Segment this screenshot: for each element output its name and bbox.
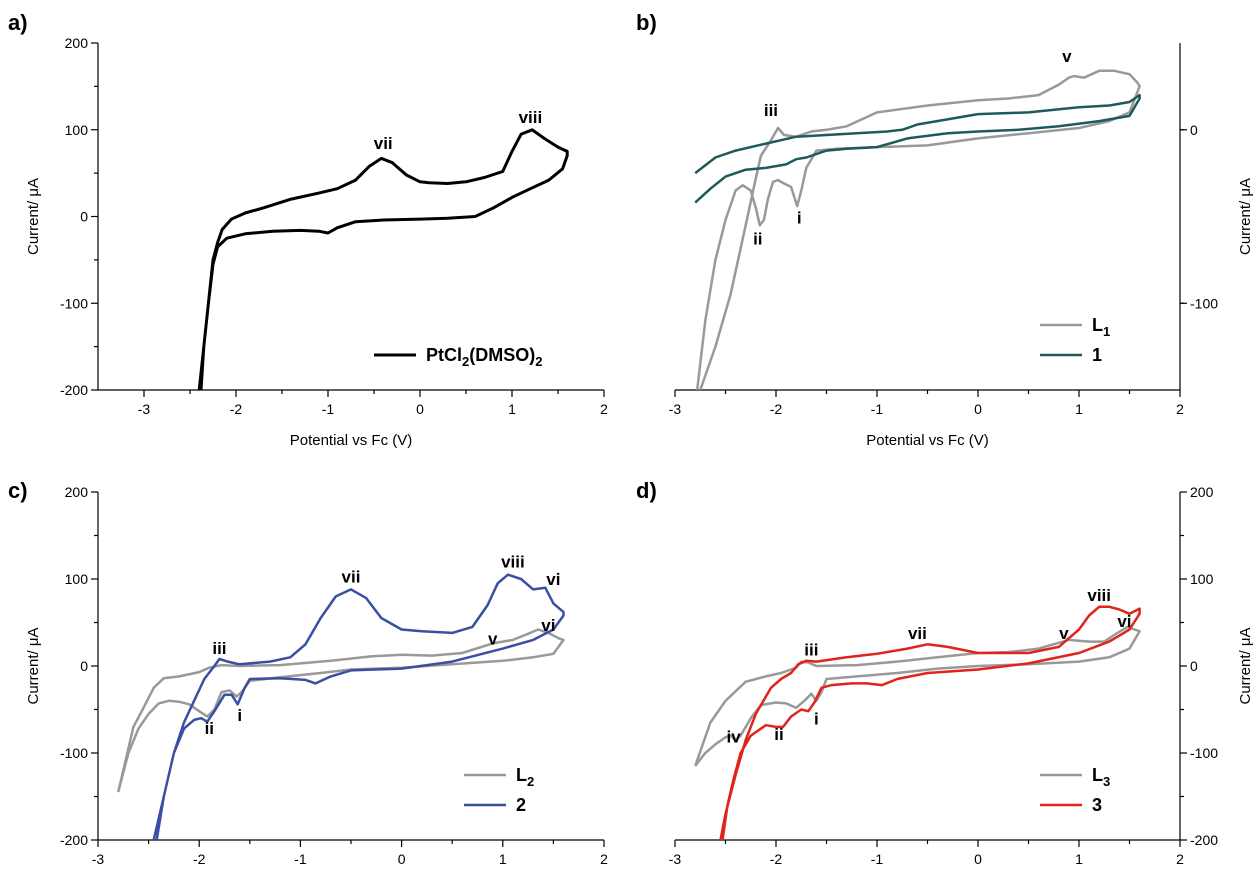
x-tick-label: 0	[974, 851, 982, 867]
y-tick-label: 0	[1190, 122, 1198, 138]
y-tick-label: -100	[60, 295, 88, 311]
peak-label-vi: vi	[546, 570, 560, 589]
legend-label: 3	[1092, 795, 1102, 815]
x-tick-label: 0	[416, 401, 424, 417]
peak-label-i: i	[814, 709, 819, 728]
panel-label: c)	[8, 478, 28, 503]
legend-label: L2	[516, 765, 534, 789]
peak-label-iii: iii	[804, 641, 818, 660]
legend-label: L1	[1092, 315, 1110, 339]
chart-panel-1: a) -3 -2 -1 0 1 2 -200 -100 0 100 200 Potential vs F…	[8, 10, 608, 449]
series-line-1	[694, 93, 1141, 204]
x-tick-label: -2	[230, 401, 243, 417]
legend-label: 1	[1092, 345, 1102, 365]
panel-label: d)	[636, 478, 657, 503]
x-tick-label: 1	[499, 851, 507, 867]
x-tick-label: 0	[974, 401, 982, 417]
panel-label: a)	[8, 10, 28, 35]
x-tick-label: -2	[770, 401, 783, 417]
series-line-l3	[694, 625, 1141, 767]
peak-label-vii: vii	[908, 624, 927, 643]
peak-label-vii: vii	[374, 134, 393, 153]
x-axis-title: Potential vs Fc (V)	[290, 432, 413, 449]
y-tick-label: 200	[65, 484, 89, 500]
y-axis-title: Current/ μA	[1237, 178, 1254, 255]
peak-label-viii: viii	[519, 108, 543, 127]
y-tick-label: -200	[60, 832, 88, 848]
peak-label-iii: iii	[764, 101, 778, 120]
peak-label-v: v	[1059, 624, 1069, 643]
x-tick-label: -1	[294, 851, 307, 867]
series-line-l2	[116, 628, 565, 793]
panel-label: b)	[636, 10, 657, 35]
y-axis-title: Current/ μA	[25, 628, 42, 705]
peak-label-ii: ii	[205, 719, 214, 738]
x-tick-label: 1	[508, 401, 516, 417]
y-tick-label: 100	[65, 122, 89, 138]
y-axis-title: Current/ μA	[1237, 628, 1254, 705]
legend-label: 2	[516, 795, 526, 815]
peak-label-ii: ii	[753, 229, 762, 248]
x-tick-label: -1	[322, 401, 335, 417]
y-tick-label: 200	[65, 35, 89, 51]
x-tick-label: -3	[92, 851, 105, 867]
series-line-2	[152, 573, 565, 840]
y-tick-label: 100	[1190, 571, 1214, 587]
y-tick-label: 0	[80, 209, 88, 225]
x-tick-label: -1	[871, 851, 884, 867]
x-tick-label: 1	[1075, 401, 1083, 417]
y-tick-label: -100	[1190, 295, 1218, 311]
chart-panel-2: b) -3 -2 -1 0 1 2 -100 0 Potential vs Fc (V) Curre…	[636, 10, 1254, 449]
x-tick-label: 2	[600, 851, 608, 867]
x-tick-label: 2	[1176, 851, 1184, 867]
x-tick-label: -2	[193, 851, 206, 867]
y-tick-label: -100	[1190, 745, 1218, 761]
y-tick-label: 0	[80, 658, 88, 674]
peak-label-v: v	[488, 629, 498, 648]
peak-label-vi: vi	[541, 616, 555, 635]
series-line-3	[719, 605, 1141, 840]
y-tick-label: -200	[1190, 832, 1218, 848]
y-tick-label: -200	[60, 382, 88, 398]
legend-label: PtCl2(DMSO)2	[426, 345, 542, 369]
peak-label-vi: vi	[1117, 612, 1131, 631]
peak-label-iv: iv	[726, 728, 741, 747]
peak-label-v: v	[1062, 47, 1072, 66]
x-tick-label: 2	[600, 401, 608, 417]
x-tick-label: -1	[871, 401, 884, 417]
y-axis-title: Current/ μA	[25, 178, 42, 255]
series-line-ptcl2-dmso-2	[197, 128, 569, 390]
peak-label-i: i	[797, 208, 802, 227]
y-tick-label: 0	[1190, 658, 1198, 674]
peak-label-i: i	[237, 706, 242, 725]
peak-label-iii: iii	[212, 639, 226, 658]
y-tick-label: 200	[1190, 484, 1214, 500]
peak-label-vii: vii	[342, 567, 361, 586]
x-tick-label: -3	[138, 401, 151, 417]
peak-label-ii: ii	[774, 725, 783, 744]
x-tick-label: -2	[770, 851, 783, 867]
x-tick-label: 2	[1176, 401, 1184, 417]
y-tick-label: -100	[60, 745, 88, 761]
peak-label-viii: viii	[501, 553, 525, 572]
x-tick-label: -3	[669, 401, 682, 417]
y-tick-label: 100	[65, 571, 89, 587]
x-tick-label: -3	[669, 851, 682, 867]
x-tick-label: 1	[1075, 851, 1083, 867]
legend-label: L3	[1092, 765, 1110, 789]
x-axis-title: Potential vs Fc (V)	[866, 432, 989, 449]
x-tick-label: 0	[398, 851, 406, 867]
peak-label-viii: viii	[1087, 586, 1111, 605]
